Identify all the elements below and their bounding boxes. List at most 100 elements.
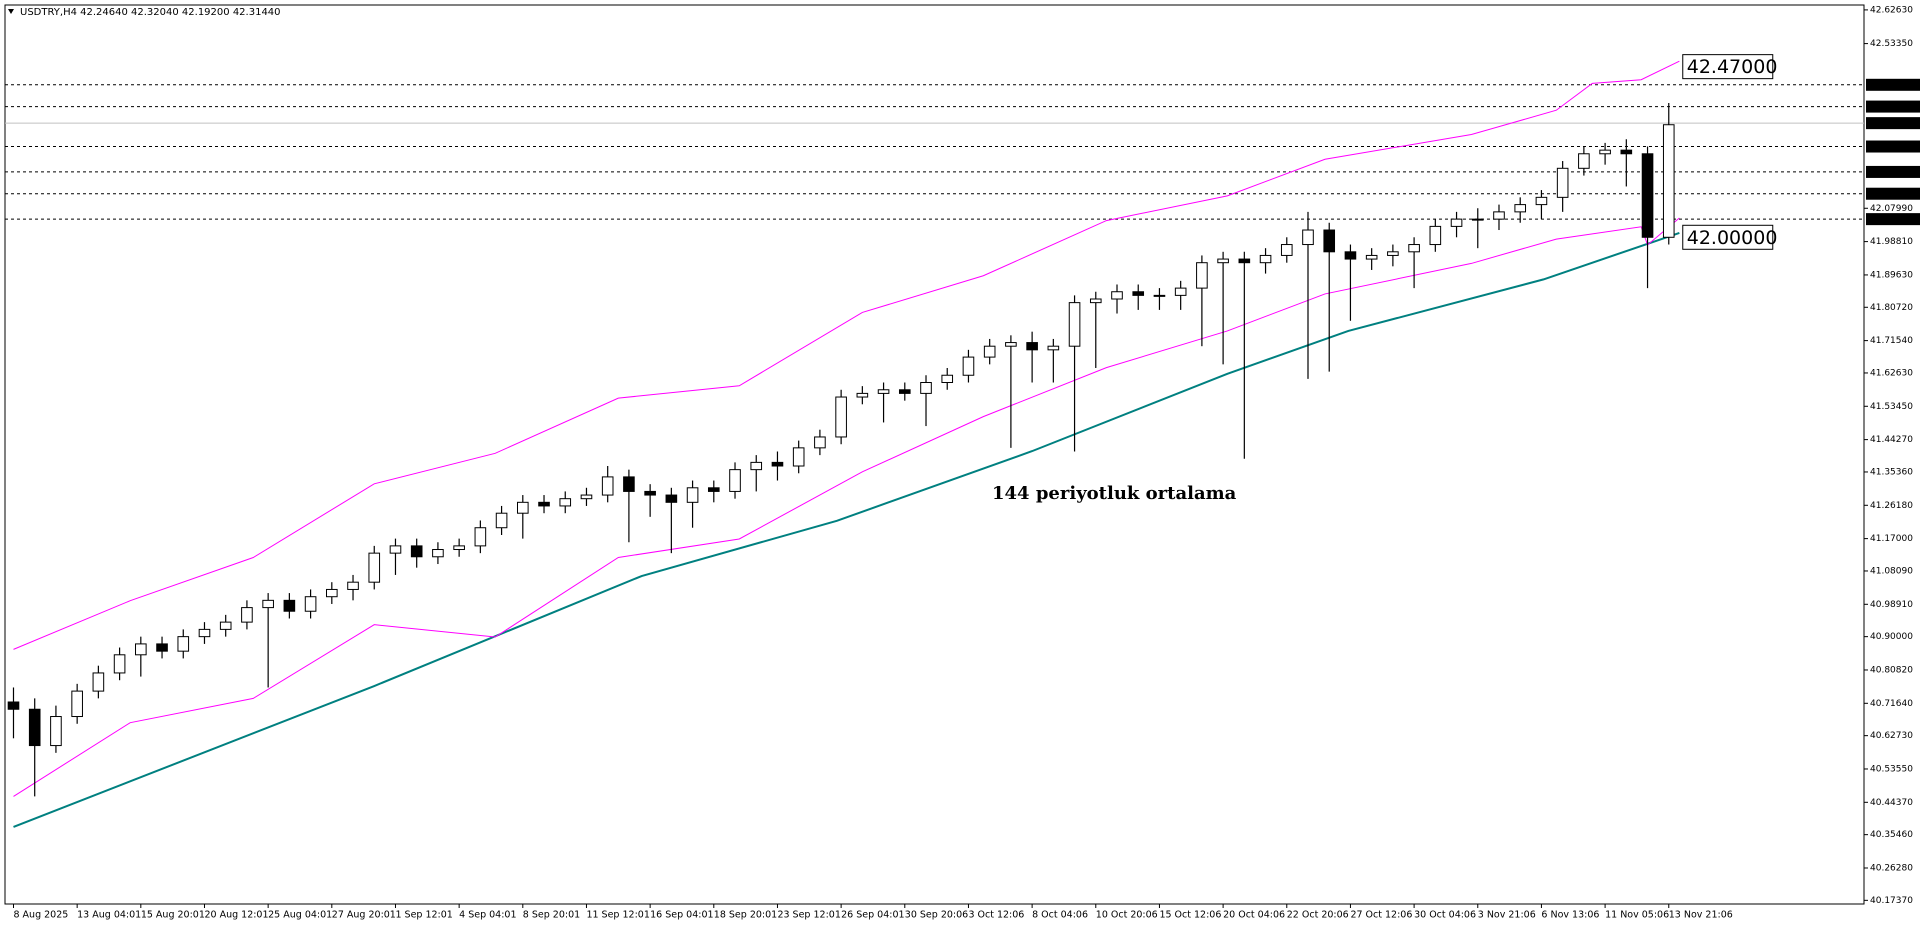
candle-body (898, 389, 911, 394)
candle-body (1026, 342, 1038, 351)
candle-body (877, 389, 890, 394)
annotation-box (1682, 224, 1774, 250)
candle-body (665, 494, 678, 503)
candle-body (1662, 124, 1675, 238)
y-tick-label: 41.35360 (1870, 467, 1913, 477)
candle-body (1408, 244, 1420, 253)
level-label: 42.36000 (1869, 102, 1912, 112)
candle-body (1387, 251, 1399, 256)
overlay-line (13, 60, 1680, 650)
candle-body (1174, 287, 1187, 296)
candle-body (941, 374, 954, 384)
candle-body (623, 476, 635, 492)
level-label: 42.42000 (1869, 80, 1912, 90)
candle-body (1089, 298, 1102, 304)
candle-body (219, 621, 232, 630)
level-box (1866, 100, 1920, 113)
candle-body (1217, 258, 1229, 264)
candle-body (1578, 153, 1590, 169)
x-tick-label: 23 Sep 12:01 (777, 910, 840, 921)
candle-body (920, 382, 932, 394)
x-tick-label: 20 Oct 04:06 (1223, 910, 1285, 921)
candle-body (1111, 291, 1123, 300)
y-tick-label: 40.17370 (1870, 896, 1913, 906)
candle-body (241, 607, 253, 623)
x-tick-label: 8 Oct 04:06 (1032, 910, 1088, 921)
annotation-box (1682, 54, 1774, 80)
y-tick-label: 41.17000 (1870, 534, 1913, 544)
candle-body (92, 672, 105, 692)
candle-body (1068, 302, 1081, 347)
candle-body (1641, 153, 1654, 238)
candle-body (559, 498, 572, 507)
candle-body (453, 545, 465, 551)
candle-body (326, 588, 338, 598)
candle-body (495, 512, 508, 529)
candle-body (1556, 167, 1569, 198)
y-tick-label: 41.44270 (1870, 435, 1913, 445)
candle-body (580, 494, 593, 500)
x-tick-label: 30 Sep 20:06 (905, 910, 968, 921)
candle-body (1429, 225, 1442, 246)
candle-body (135, 643, 147, 656)
candle-body (729, 469, 741, 492)
y-tick-label: 40.44370 (1870, 798, 1913, 808)
level-box (1866, 187, 1920, 200)
candle-body (516, 501, 529, 514)
x-tick-label: 8 Aug 2025 (13, 910, 68, 921)
candle-body (686, 487, 699, 503)
candle-body (1280, 244, 1293, 256)
candle-body (432, 549, 444, 558)
candle-body (304, 596, 317, 612)
y-tick-label: 40.71640 (1870, 699, 1913, 709)
candle-body (644, 490, 656, 496)
candle-body (1047, 345, 1060, 351)
candle-body (283, 599, 296, 612)
x-tick-label: 27 Aug 20:01 (332, 910, 396, 921)
candle-body (1471, 218, 1484, 221)
candle-body (792, 447, 805, 467)
x-tick-label: 11 Sep 12:01 (586, 910, 649, 921)
candle-body (410, 545, 423, 558)
x-tick-label: 30 Oct 04:06 (1414, 910, 1476, 921)
candle-body (1450, 218, 1463, 227)
candle-body (1514, 204, 1527, 213)
x-tick-label: 3 Nov 21:06 (1478, 910, 1536, 921)
x-tick-label: 8 Sep 20:01 (523, 910, 580, 921)
candle-body (1238, 258, 1251, 264)
x-tick-label: 11 Nov 05:06 (1605, 910, 1669, 921)
y-tick-label: 41.62630 (1870, 368, 1913, 378)
x-tick-label: 15 Aug 20:01 (141, 910, 205, 921)
candle-body (50, 716, 62, 747)
y-tick-label: 42.62630 (1870, 5, 1913, 15)
overlay-line (13, 231, 1680, 828)
level-box (1866, 78, 1920, 91)
level-box (1866, 213, 1920, 226)
y-tick-label: 40.53550 (1870, 764, 1913, 774)
candle-body (538, 501, 550, 507)
y-tick-label: 40.98910 (1870, 600, 1913, 610)
candle-body (1323, 229, 1336, 253)
candle-body (835, 396, 847, 438)
candle-body (1620, 149, 1633, 155)
x-tick-label: 26 Sep 04:01 (841, 910, 904, 921)
candle-body (1599, 149, 1611, 155)
candle-body (1132, 291, 1145, 296)
y-tick-label: 41.89630 (1870, 270, 1913, 280)
x-tick-label: 22 Oct 20:06 (1287, 910, 1349, 921)
x-tick-label: 10 Oct 20:06 (1096, 910, 1158, 921)
candle-body (1196, 262, 1208, 289)
y-tick-label: 42.53350 (1870, 39, 1913, 49)
candle-body (71, 690, 83, 718)
x-tick-label: 27 Oct 12:06 (1350, 910, 1412, 921)
plot-frame (4, 4, 1865, 905)
y-tick-label: 41.80720 (1870, 303, 1913, 313)
y-tick-label: 41.08090 (1870, 566, 1913, 576)
candle-body (856, 392, 869, 398)
level-box (1866, 140, 1920, 153)
candle-body (1302, 229, 1314, 246)
x-tick-label: 16 Sep 04:01 (650, 910, 713, 921)
y-tick-label: 41.71540 (1870, 336, 1913, 346)
